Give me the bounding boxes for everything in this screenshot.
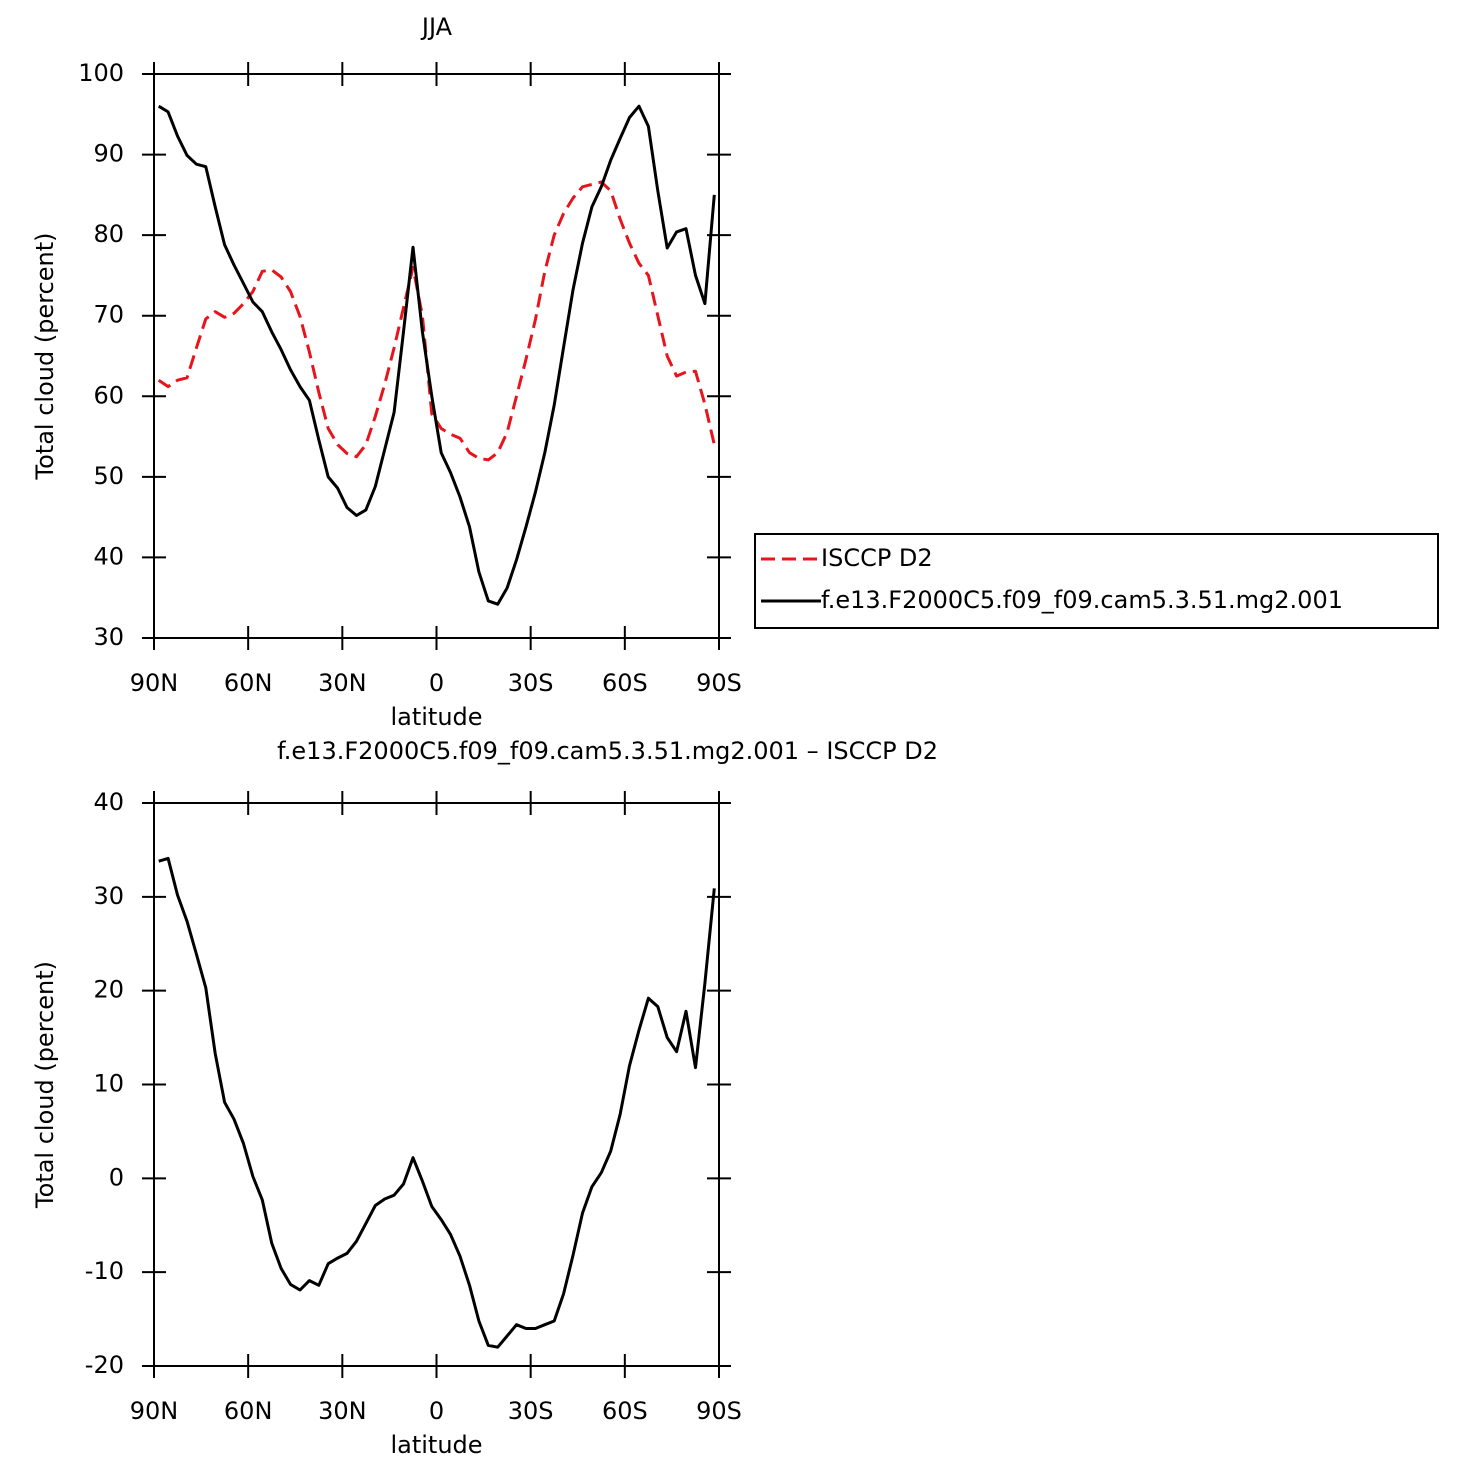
x-axis-label: latitude bbox=[390, 703, 482, 731]
series-line bbox=[158, 856, 716, 1349]
y-tick-label: 40 bbox=[93, 542, 124, 570]
chart-title: JJA bbox=[420, 13, 453, 41]
y-tick-label: 60 bbox=[93, 381, 124, 409]
x-tick-label: 60S bbox=[602, 669, 648, 697]
legend-label: ISCCP D2 bbox=[821, 544, 933, 572]
y-tick-label: 100 bbox=[78, 59, 124, 87]
x-tick-label: 90N bbox=[130, 1397, 179, 1425]
legend-label: f.e13.F2000C5.f09_f09.cam5.3.51.mg2.001 bbox=[821, 586, 1343, 614]
y-tick-label: -10 bbox=[85, 1257, 124, 1285]
y-axis-label: Total cloud (percent) bbox=[31, 233, 59, 481]
y-tick-label: -20 bbox=[85, 1351, 124, 1379]
x-tick-label: 60N bbox=[224, 669, 273, 697]
plot-frame bbox=[153, 73, 720, 639]
x-tick-label: 60S bbox=[602, 1397, 648, 1425]
y-axis-label: Total cloud (percent) bbox=[31, 961, 59, 1209]
y-tick-label: 80 bbox=[93, 220, 124, 248]
y-tick-label: 70 bbox=[93, 301, 124, 329]
x-tick-label: 30N bbox=[318, 669, 367, 697]
x-tick-label: 30S bbox=[508, 669, 554, 697]
y-tick-label: 0 bbox=[109, 1163, 124, 1191]
y-tick-label: 10 bbox=[93, 1070, 124, 1098]
y-tick-label: 50 bbox=[93, 462, 124, 490]
x-tick-label: 0 bbox=[429, 1397, 444, 1425]
y-tick-label: 30 bbox=[93, 623, 124, 651]
y-tick-label: 30 bbox=[93, 882, 124, 910]
y-tick-label: 40 bbox=[93, 788, 124, 816]
y-tick-label: 20 bbox=[93, 976, 124, 1004]
x-tick-label: 60N bbox=[224, 1397, 273, 1425]
chart-title: f.e13.F2000C5.f09_f09.cam5.3.51.mg2.001 … bbox=[277, 737, 938, 765]
legend-box bbox=[754, 533, 1439, 629]
y-tick-label: 90 bbox=[93, 140, 124, 168]
x-tick-label: 30N bbox=[318, 1397, 367, 1425]
x-tick-label: 90S bbox=[696, 1397, 742, 1425]
x-tick-label: 0 bbox=[429, 669, 444, 697]
x-tick-label: 90N bbox=[130, 669, 179, 697]
x-tick-label: 30S bbox=[508, 1397, 554, 1425]
series-line bbox=[157, 104, 716, 606]
x-axis-label: latitude bbox=[390, 1431, 482, 1459]
x-tick-label: 90S bbox=[696, 669, 742, 697]
plot-frame bbox=[153, 802, 720, 1367]
